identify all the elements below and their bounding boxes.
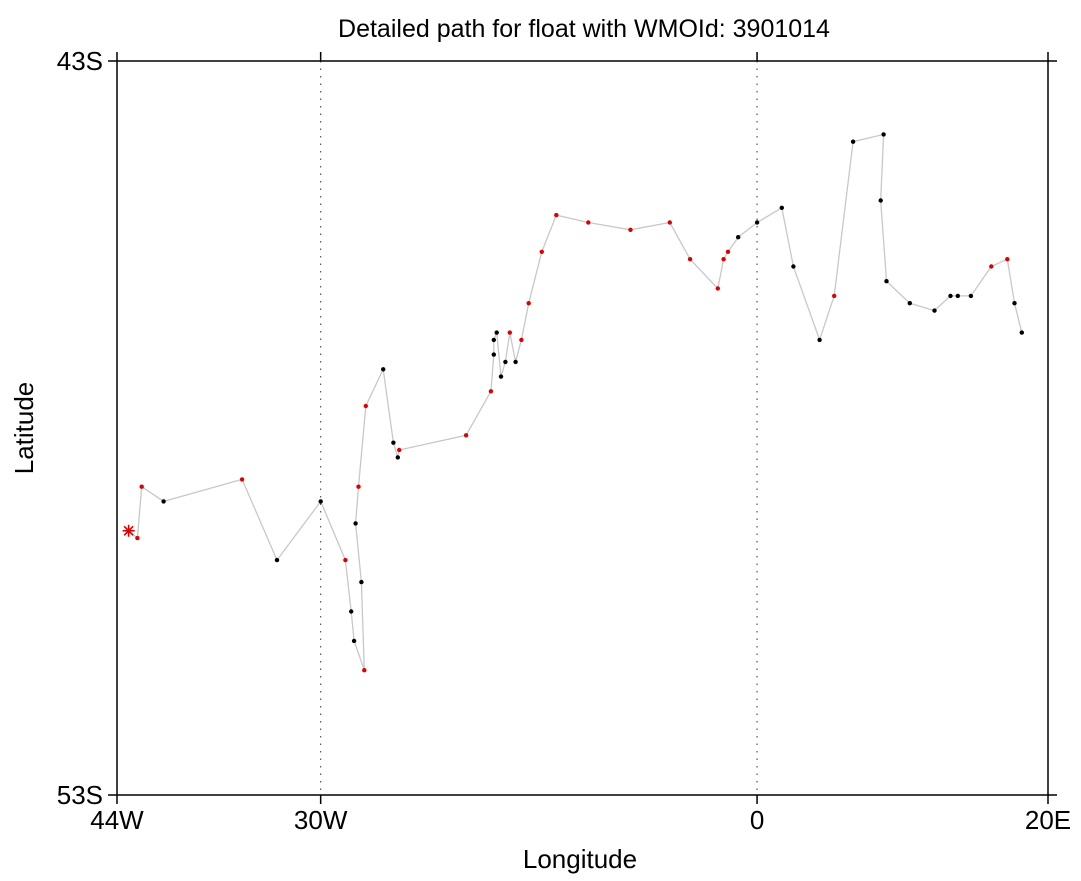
position-point-25 <box>503 359 508 365</box>
position-point-49 <box>907 301 912 306</box>
position-point-37 <box>721 257 726 262</box>
position-point-39 <box>736 235 741 240</box>
position-point-11 <box>359 579 364 585</box>
position-point-2 <box>139 484 144 489</box>
x-tick-label-1: 30W <box>294 805 348 835</box>
position-point-34 <box>667 220 672 225</box>
y-tick-label-1: 53S <box>57 780 103 810</box>
position-point-50 <box>932 308 937 313</box>
float-track-line <box>128 133 1023 671</box>
axis-ticks: 44W 30W 0 20E 43S 53S <box>57 46 1071 835</box>
position-point-38 <box>725 249 731 254</box>
position-point-33 <box>628 227 633 232</box>
position-point-29 <box>526 301 531 306</box>
position-point-47 <box>878 198 883 203</box>
position-point-4 <box>239 477 245 482</box>
position-point-52 <box>955 293 960 299</box>
position-point-43 <box>817 337 822 343</box>
position-point-9 <box>351 638 357 644</box>
position-point-6 <box>318 499 323 504</box>
position-point-55 <box>1005 257 1010 262</box>
position-point-36 <box>715 286 720 291</box>
position-point-14 <box>363 403 368 409</box>
position-point-15 <box>381 367 386 372</box>
start-marker <box>122 524 135 537</box>
position-point-54 <box>989 264 994 269</box>
position-point-1 <box>135 535 140 541</box>
position-point-5 <box>274 557 280 563</box>
y-tick-label-0: 43S <box>57 46 103 76</box>
position-point-22 <box>491 337 496 343</box>
position-point-30 <box>539 249 544 254</box>
position-point-31 <box>554 212 559 218</box>
y-axis-label: Latitude <box>9 382 39 475</box>
position-point-24 <box>498 374 504 379</box>
position-point-57 <box>1019 330 1024 335</box>
position-point-32 <box>586 220 591 225</box>
position-point-44 <box>832 293 837 299</box>
position-point-35 <box>687 257 693 262</box>
position-point-17 <box>395 455 400 460</box>
x-axis-label: Longitude <box>523 844 637 874</box>
position-point-20 <box>488 389 494 394</box>
position-point-51 <box>948 293 953 299</box>
position-point-18 <box>397 447 402 453</box>
position-point-42 <box>791 264 796 269</box>
position-point-28 <box>519 337 524 343</box>
position-point-21 <box>491 352 496 357</box>
position-point-19 <box>463 433 469 438</box>
position-point-7 <box>343 557 348 563</box>
position-point-16 <box>391 440 396 445</box>
x-tick-label-3: 20E <box>1025 805 1071 835</box>
position-point-46 <box>881 132 886 137</box>
gridlines <box>320 61 758 795</box>
x-tick-label-2: 0 <box>750 805 764 835</box>
position-point-10 <box>362 668 367 673</box>
position-point-23 <box>494 330 499 335</box>
position-point-45 <box>850 139 856 144</box>
position-point-41 <box>779 205 784 210</box>
start-marker-stroke-3 <box>123 525 134 536</box>
position-point-53 <box>968 293 974 299</box>
position-point-40 <box>754 220 760 225</box>
position-point-12 <box>353 521 358 526</box>
x-tick-label-0: 44W <box>90 805 144 835</box>
position-point-3 <box>161 499 166 504</box>
plot-frame <box>116 60 1049 796</box>
position-point-56 <box>1012 301 1017 306</box>
position-point-27 <box>513 359 518 365</box>
position-point-8 <box>349 609 354 614</box>
position-point-13 <box>356 484 361 489</box>
position-point-48 <box>884 279 889 284</box>
position-point-26 <box>507 330 512 335</box>
chart-title: Detailed path for float with WMOId: 3901… <box>338 15 830 43</box>
float-positions <box>126 132 1024 673</box>
